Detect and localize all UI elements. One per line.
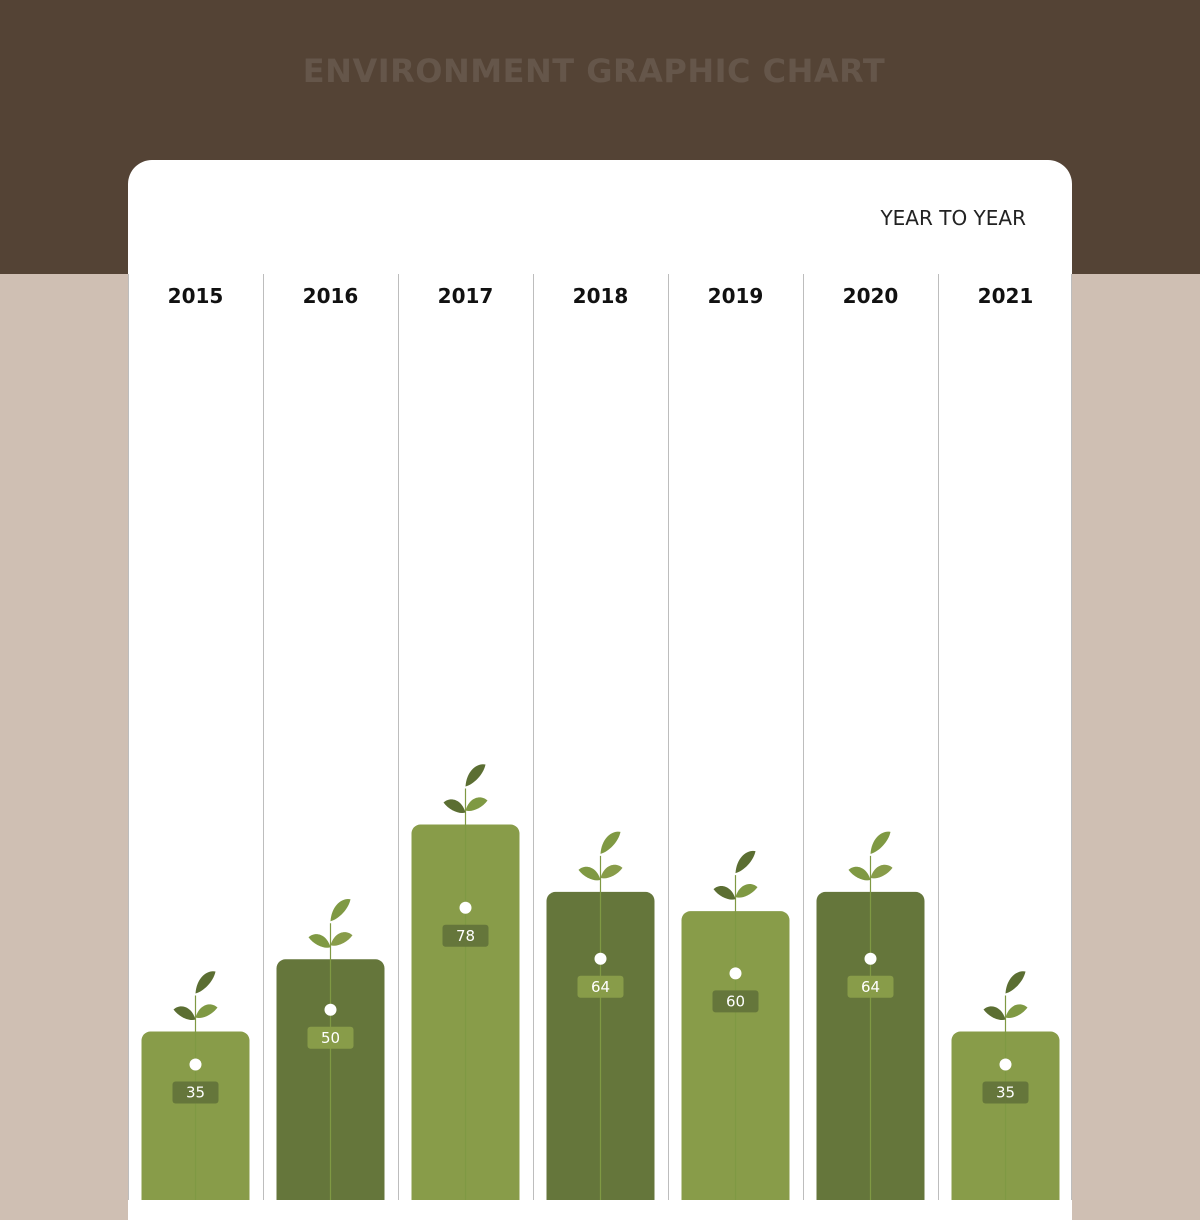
sprout-icon [308, 898, 353, 948]
value-label-bg [847, 975, 894, 998]
value-label-bg [172, 1081, 219, 1104]
value-label: 60 [726, 992, 745, 1010]
leaf-lower-left [173, 1006, 196, 1021]
leaf-top [465, 764, 486, 787]
page-title: ENVIRONMENT GRAPHIC CHART [302, 52, 886, 90]
leaf-lower-left [983, 1006, 1006, 1021]
leaf-lower-left [848, 866, 871, 881]
value-dot [999, 1058, 1012, 1071]
year-label: 2018 [573, 284, 629, 308]
value-dot [324, 1003, 337, 1016]
value-dot [594, 952, 607, 965]
leaf-lower-left [443, 799, 466, 814]
value-label-bg [712, 990, 759, 1013]
leaf-lower-left [713, 885, 736, 900]
leaf-lower-right [465, 797, 488, 812]
leaf-top [195, 971, 216, 994]
value-label: 64 [591, 978, 610, 996]
value-label: 35 [996, 1083, 1015, 1101]
sprout-icon [173, 971, 218, 1021]
value-label: 35 [186, 1083, 205, 1101]
sprout-icon [848, 831, 893, 881]
leaf-top [600, 831, 621, 854]
year-label: 2017 [438, 284, 494, 308]
leaf-top [870, 831, 891, 854]
sprout-icon [443, 764, 488, 814]
value-label-bg [307, 1026, 354, 1049]
year-label: 2015 [168, 284, 224, 308]
sprout-icon [713, 850, 758, 900]
year-label: 2020 [843, 284, 899, 308]
value-dot [459, 901, 472, 914]
bar-chart: 2015 35 2016 50 2017 78 2018 64 2019 60 2020 64 2021… [128, 274, 1072, 1200]
leaf-top [330, 898, 351, 922]
value-dot [189, 1058, 202, 1071]
leaf-lower-left [578, 866, 601, 881]
leaf-lower-right [195, 1004, 218, 1019]
sprout-icon [983, 971, 1028, 1021]
chart-card: YEAR TO YEAR 2015 35 2016 50 2017 78 2018 64 201… [128, 160, 1072, 1220]
value-label-bg [982, 1081, 1029, 1104]
leaf-lower-right [600, 864, 623, 879]
year-label: 2016 [303, 284, 359, 308]
leaf-lower-right [1005, 1004, 1028, 1019]
year-label: 2021 [978, 284, 1034, 308]
sprout-icon [578, 831, 623, 881]
chart-subtitle: YEAR TO YEAR [880, 206, 1026, 230]
value-dot [864, 952, 877, 965]
leaf-lower-right [870, 864, 893, 879]
value-label-bg [577, 975, 624, 998]
leaf-lower-left [308, 934, 331, 948]
value-label: 64 [861, 978, 880, 996]
leaf-top [735, 850, 756, 874]
year-label: 2019 [708, 284, 764, 308]
leaf-top [1005, 971, 1026, 994]
value-label-bg [442, 924, 489, 947]
value-label: 78 [456, 927, 475, 945]
leaf-lower-right [735, 883, 758, 898]
value-dot [729, 967, 742, 980]
leaf-lower-right [330, 932, 353, 946]
value-label: 50 [321, 1029, 340, 1047]
